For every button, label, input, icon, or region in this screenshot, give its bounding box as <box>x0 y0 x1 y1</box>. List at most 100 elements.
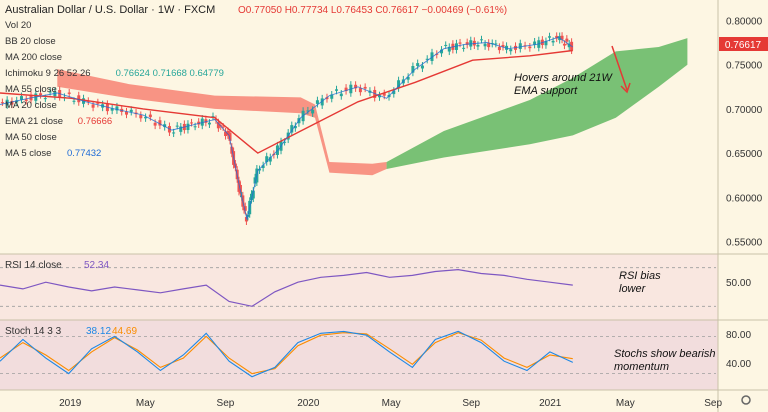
annotation-stoch-1: Stochs show bearish <box>614 348 716 360</box>
legend-label-0: Vol 20 <box>5 20 31 31</box>
stoch-d-value: 44.69 <box>112 326 137 337</box>
candle-body <box>158 120 162 126</box>
candle-body <box>444 44 448 46</box>
candle-body <box>290 125 294 133</box>
candle-body <box>476 44 480 47</box>
candle-body <box>163 124 167 128</box>
candle-body <box>48 91 52 93</box>
candle-body <box>10 100 14 105</box>
candle-body <box>186 123 190 130</box>
candle-body <box>480 39 484 41</box>
stoch-panel <box>0 330 716 378</box>
legend-value-3: 0.76624 0.71668 0.64779 <box>116 68 224 79</box>
annotation-rsi-1: RSI bias <box>619 270 661 282</box>
annotation-ema-1: Hovers around 21W <box>514 72 613 84</box>
candle-body <box>91 104 95 108</box>
indicator-lines <box>0 36 574 220</box>
annotation-rsi-2: lower <box>619 283 647 295</box>
candle-body <box>172 132 176 134</box>
candle-body <box>320 98 324 106</box>
x-tick-2: Sep <box>217 398 235 409</box>
x-tick-7: May <box>616 398 635 409</box>
candle-body <box>465 42 469 45</box>
stoch-label: Stoch 14 3 3 <box>5 326 62 337</box>
candle-body <box>397 80 401 89</box>
candle-body <box>226 130 230 136</box>
candle-body <box>39 93 43 96</box>
annotation-arrow-head <box>620 82 631 94</box>
candle-body <box>193 126 197 128</box>
legend-value-6: 0.76666 <box>78 116 112 127</box>
candle-body <box>567 43 571 48</box>
candle-body <box>487 42 491 48</box>
rsi-value: 52.34 <box>84 260 109 271</box>
candle-body <box>339 93 343 97</box>
x-tick-0: 2019 <box>59 398 82 409</box>
candle-body <box>358 88 362 93</box>
candle-body <box>425 58 429 60</box>
y-tick-0: 0.80000 <box>726 16 763 27</box>
candle-body <box>544 41 548 46</box>
cloud-bullish <box>386 38 688 169</box>
candle-body <box>311 109 315 114</box>
y-tick-1: 0.75000 <box>726 61 763 72</box>
candle-body <box>454 43 458 50</box>
candle-body <box>224 131 228 137</box>
candle-body <box>462 47 466 49</box>
stoch-d-line <box>0 332 573 375</box>
candle-body <box>551 40 555 43</box>
axes: 0.80000 0.75000 0.70000 0.65000 0.60000 0.550… <box>59 16 762 409</box>
legend-label-8: MA 5 close <box>5 148 51 159</box>
candle-body <box>416 63 420 67</box>
candle-body <box>509 49 513 52</box>
candle-body <box>216 122 220 129</box>
candle-body <box>261 165 265 168</box>
candle-body <box>363 86 367 89</box>
candle-body <box>377 95 381 98</box>
candle-body <box>179 126 183 132</box>
gear-icon[interactable] <box>741 395 751 405</box>
candle-body <box>204 119 208 123</box>
candle-body <box>325 97 329 100</box>
y-tick-5: 0.55000 <box>726 238 763 249</box>
candle-body <box>533 41 537 45</box>
candle-body <box>490 42 494 44</box>
annotation-arrow <box>611 45 628 91</box>
candle-body <box>562 43 566 46</box>
candle-body <box>420 65 424 69</box>
legend-label-1: BB 20 close <box>5 36 56 47</box>
candle-body <box>435 53 439 55</box>
rsi-panel <box>0 267 716 307</box>
candle-body <box>382 93 386 96</box>
candle-body <box>124 111 128 115</box>
candle-body <box>244 217 248 222</box>
legend-label-6: EMA 21 close <box>5 116 63 127</box>
candle-body <box>565 38 569 42</box>
candle-body <box>560 35 564 40</box>
candle-body <box>501 44 505 48</box>
legend-label-3: Ichimoku 9 26 52 26 <box>5 68 91 79</box>
candle-body <box>330 94 334 99</box>
candle-body <box>228 132 232 141</box>
candle-body <box>265 156 269 163</box>
candle-body <box>458 42 462 44</box>
candle-body <box>518 43 522 49</box>
annotation-stoch-2: momentum <box>614 361 669 373</box>
last-price-tag <box>719 37 768 51</box>
rsi-tick-0: 50.00 <box>726 278 751 289</box>
candle-body <box>221 126 225 128</box>
candle-body <box>24 99 28 101</box>
indicator-legend: Vol 20 BB 20 close MA 200 close Ichimoku 9 … <box>5 20 224 159</box>
candle-body <box>548 36 552 38</box>
candle-body <box>211 116 215 118</box>
candle-body <box>175 125 179 127</box>
candle-body <box>555 35 559 39</box>
stoch-k-line <box>0 330 574 378</box>
ma5-line <box>0 36 574 220</box>
x-tick-8: Sep <box>704 398 722 409</box>
stoch-tick-0: 80.00 <box>726 330 751 341</box>
candle-body <box>354 84 358 89</box>
candle-body <box>315 100 319 104</box>
ichimoku-cloud <box>57 38 688 176</box>
